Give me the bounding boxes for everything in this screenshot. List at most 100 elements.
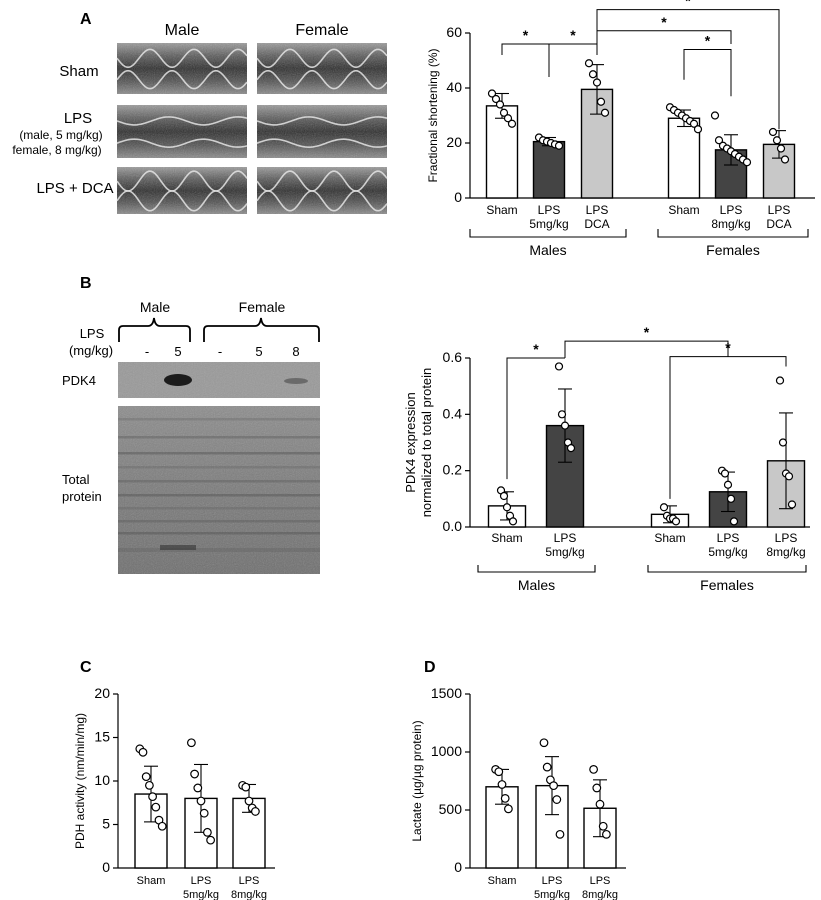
echo-image-grid: Male Female Sham LPS (male, 5 mg/kg) fem… <box>12 22 388 214</box>
data-point <box>596 97 606 106</box>
data-point <box>151 802 161 812</box>
gel-band <box>118 480 320 483</box>
category-label: 5mg/kg <box>183 889 219 900</box>
data-point <box>787 500 797 509</box>
category-label: LPS <box>554 531 577 545</box>
blot-lane-label: 5 <box>255 344 262 359</box>
data-point <box>502 503 512 512</box>
y-tick-label: 0.2 <box>443 462 463 478</box>
data-point <box>671 517 681 526</box>
echo-wall-trace <box>256 48 388 68</box>
y-tick-label: 0.4 <box>443 405 463 421</box>
category-label: 8mg/kg <box>582 889 618 900</box>
data-point <box>206 835 216 845</box>
data-point <box>595 799 605 809</box>
category-label: LPS <box>720 203 743 217</box>
echo-wall-trace <box>116 70 248 90</box>
y-tick-label: 0 <box>454 859 462 875</box>
western-blot: Male Female LPS (mg/kg) - 5 - 5 8 PDK4 T… <box>62 299 320 574</box>
group-bracket <box>657 229 809 238</box>
group-label: Males <box>518 577 555 593</box>
category-label: Sham <box>491 531 522 545</box>
chart-pdh-activity: 0 5 10 15 20 PDH activity (nm/min/mg) Sham LPS 5… <box>73 685 275 900</box>
y-axis-label: Lactate (µg/µg protein) <box>410 720 424 841</box>
group-bracket <box>477 565 596 573</box>
category-label: DCA <box>584 217 609 231</box>
group-label: Females <box>700 577 754 593</box>
data-point <box>689 119 699 128</box>
echo-wall-trace <box>256 70 388 90</box>
echo-tile-noise <box>117 43 247 94</box>
y-tick-label: 0.0 <box>443 518 463 534</box>
data-point <box>508 517 518 526</box>
category-label: LPS <box>191 875 212 887</box>
echo-wall-trace <box>256 170 388 192</box>
data-point <box>199 808 209 818</box>
significance-bracket <box>596 30 732 55</box>
echo-tile-noise <box>257 167 387 214</box>
data-point <box>250 807 260 816</box>
y-tick-label: 1500 <box>431 685 462 701</box>
data-point <box>507 119 517 128</box>
group-bracket <box>647 565 807 573</box>
blot-total-protein-label: protein <box>62 489 102 504</box>
data-point <box>772 136 782 145</box>
data-point <box>554 141 564 150</box>
data-point <box>552 795 562 804</box>
data-point <box>726 494 736 503</box>
significance-star: * <box>685 0 691 9</box>
category-label: LPS <box>542 875 563 887</box>
blot-total-protein-label: Total <box>62 472 90 487</box>
y-axis-label: PDK4 expression <box>403 392 418 492</box>
data-point <box>186 738 196 748</box>
data-point <box>144 780 154 790</box>
data-point <box>592 78 602 87</box>
echo-wall-trace <box>256 116 388 126</box>
data-point <box>190 769 200 779</box>
echo-col-label-female: Female <box>295 22 348 39</box>
echo-row-label-lps-dca: LPS + DCA <box>36 180 113 197</box>
blot-brace-male <box>118 317 191 342</box>
category-label: 5mg/kg <box>529 217 568 231</box>
gel-band <box>118 520 320 523</box>
blot-lps-label: LPS <box>80 326 105 341</box>
data-point <box>241 782 251 792</box>
category-label: Sham <box>488 875 517 887</box>
panel-letter-b: B <box>80 275 92 292</box>
category-label: 8mg/kg <box>231 889 267 900</box>
echo-row-label-sham: Sham <box>59 63 98 80</box>
data-point <box>196 796 206 806</box>
echo-wall-trace <box>116 116 248 126</box>
echo-wall-trace <box>256 138 388 149</box>
echo-row-label-lps-female-dose: female, 8 mg/kg) <box>12 143 101 157</box>
significance-bracket <box>669 356 787 499</box>
blot-group-label-female: Female <box>239 299 286 315</box>
significance-bracket <box>596 9 780 130</box>
y-tick-label: 500 <box>439 801 463 817</box>
echo-row-label-lps: LPS <box>64 110 92 127</box>
echo-wall-trace <box>116 170 248 192</box>
category-label: LPS <box>775 531 798 545</box>
pdk4-band <box>164 374 192 386</box>
data-point <box>566 444 576 453</box>
gel-band <box>118 494 320 497</box>
data-point <box>494 767 504 777</box>
chart-lactate: 0 500 1000 1500 Lactate (µg/µg protein) Sham L… <box>410 685 626 900</box>
data-point <box>775 376 785 385</box>
y-tick-label: 60 <box>446 24 462 40</box>
data-point <box>141 772 151 782</box>
significance-star: * <box>533 341 539 357</box>
echo-tile-noise <box>117 105 247 158</box>
chart-pdk4-expression: 0.0 0.2 0.4 0.6 PDK4 expression normalized to… <box>403 324 810 593</box>
echo-wall-trace <box>256 190 388 212</box>
data-point <box>729 517 739 526</box>
gel-band <box>118 507 320 510</box>
y-tick-label: 20 <box>94 685 110 701</box>
category-label: Sham <box>654 531 685 545</box>
data-point <box>723 480 733 489</box>
blot-lane-label: 5 <box>174 344 181 359</box>
blot-lps-unit: (mg/kg) <box>69 343 113 358</box>
gel-band <box>118 436 320 439</box>
